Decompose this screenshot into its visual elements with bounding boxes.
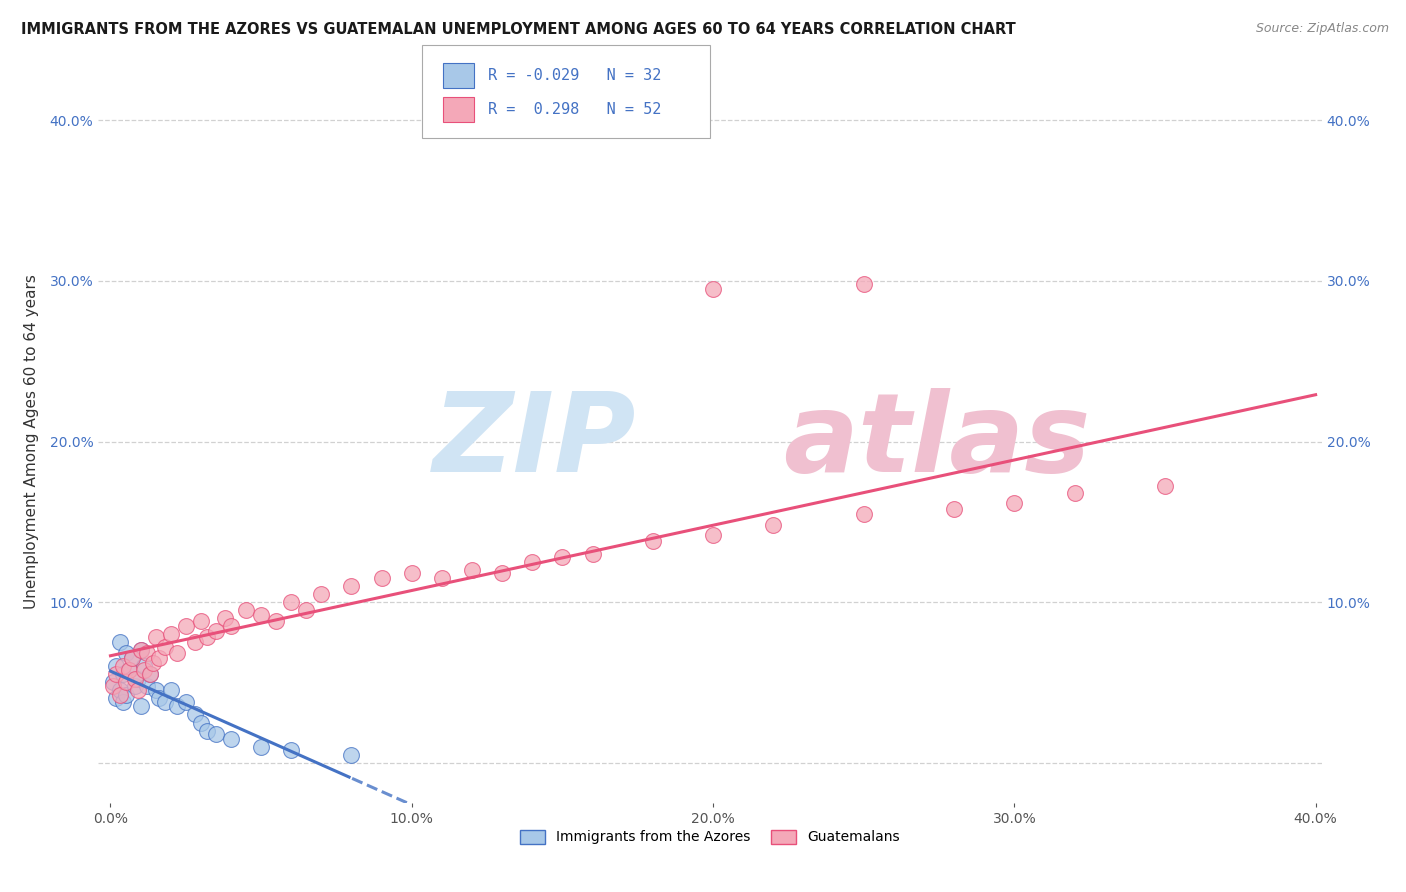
Point [174,695,197,709]
Point [340,579,363,593]
Point [280,595,302,609]
Point [114,688,136,702]
Point [145,631,167,645]
Point [145,683,167,698]
Point [111,695,134,709]
Point [522,555,544,569]
Text: R =  0.298   N = 52: R = 0.298 N = 52 [488,103,661,117]
Point [551,550,574,565]
Point [153,640,176,654]
Point [129,643,152,657]
Point [105,659,128,673]
Point [105,691,128,706]
Point [121,651,143,665]
Point [153,695,176,709]
Point [311,587,333,601]
Point [280,743,302,757]
Text: R = -0.029   N = 32: R = -0.029 N = 32 [488,69,661,83]
Point [762,518,785,533]
Point [114,647,136,661]
Point [114,675,136,690]
Point [124,672,146,686]
Point [184,707,207,722]
Point [491,566,513,581]
Point [148,691,170,706]
Point [129,643,152,657]
Point [852,507,875,521]
Point [117,663,139,677]
Point [121,651,143,665]
Point [124,679,146,693]
Point [581,547,603,561]
Point [401,566,423,581]
Point [138,667,160,681]
Point [117,663,139,677]
Point [195,631,218,645]
Point [135,679,157,693]
Point [148,651,170,665]
Point [461,563,484,577]
Point [105,667,128,681]
Point [702,282,724,296]
Point [190,615,212,629]
Point [214,611,236,625]
Point [264,615,287,629]
Point [159,683,181,698]
Point [142,656,165,670]
Text: Source: ZipAtlas.com: Source: ZipAtlas.com [1256,22,1389,36]
Point [159,627,181,641]
Point [166,699,188,714]
Point [127,672,149,686]
Point [1002,495,1025,509]
Point [250,607,273,622]
Point [641,534,664,549]
Point [103,675,125,690]
Point [132,659,155,673]
Point [235,603,257,617]
Point [1063,486,1085,500]
Point [195,723,218,738]
Point [943,502,966,516]
Legend: Immigrants from the Azores, Guatemalans: Immigrants from the Azores, Guatemalans [515,824,905,850]
Point [219,619,242,633]
Point [852,277,875,292]
Point [108,683,131,698]
Point [135,647,157,661]
Point [430,571,453,585]
Point [174,619,197,633]
Text: IMMIGRANTS FROM THE AZORES VS GUATEMALAN UNEMPLOYMENT AMONG AGES 60 TO 64 YEARS : IMMIGRANTS FROM THE AZORES VS GUATEMALAN… [21,22,1017,37]
Text: ZIP: ZIP [433,388,637,495]
Point [184,635,207,649]
Point [1154,479,1177,493]
Point [127,683,149,698]
Point [108,688,131,702]
Point [111,667,134,681]
Point [250,739,273,754]
Point [108,635,131,649]
Point [129,699,152,714]
Text: atlas: atlas [783,388,1091,495]
Point [340,747,363,762]
Point [295,603,318,617]
Point [190,715,212,730]
Point [111,659,134,673]
Point [702,527,724,541]
Point [370,571,392,585]
Point [132,663,155,677]
Point [103,679,125,693]
Point [205,727,228,741]
Point [219,731,242,746]
Point [205,624,228,638]
Point [166,647,188,661]
Point [138,667,160,681]
Y-axis label: Unemployment Among Ages 60 to 64 years: Unemployment Among Ages 60 to 64 years [24,274,38,609]
